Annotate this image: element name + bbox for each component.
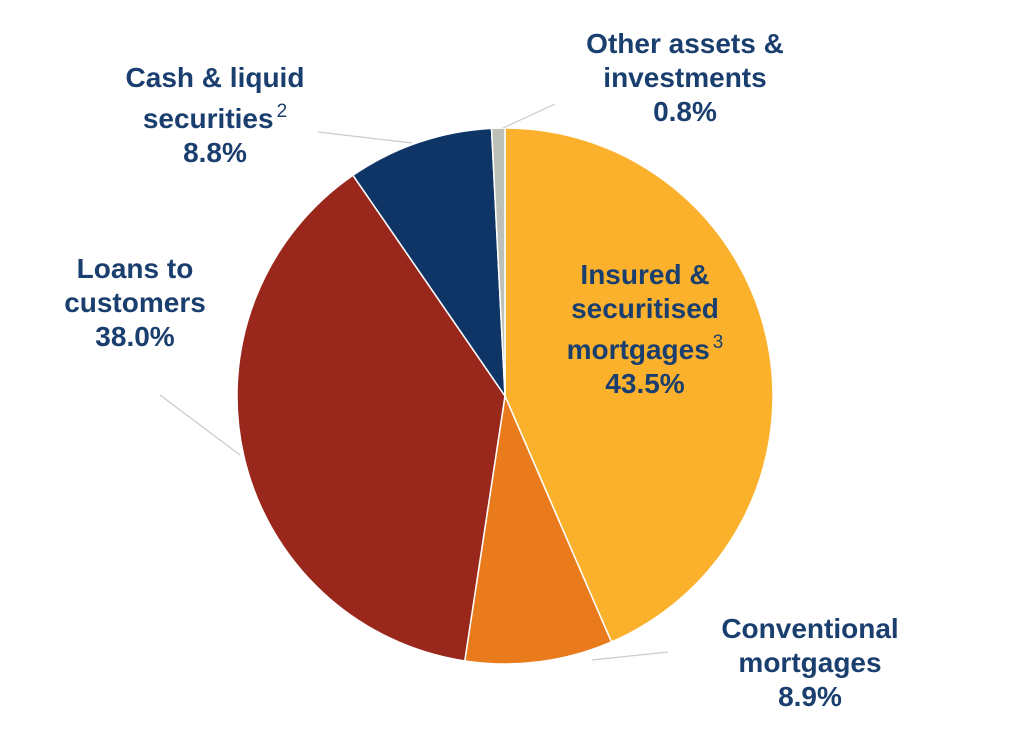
slice-value: 43.5% xyxy=(605,368,685,399)
footnote-marker: 2 xyxy=(276,101,288,122)
pie-slice-cash-liquid-securities xyxy=(351,127,506,399)
leader-line-cash-liquid-securities xyxy=(317,131,413,144)
pie-slice-loans-to-customers xyxy=(236,174,506,662)
slice-label-conventional-mortgages: Conventional mortgages 8.9% xyxy=(690,612,930,714)
slice-label-cash-liquid-securities: Cash & liquid securities 2 8.8% xyxy=(95,61,335,170)
pie-slice-other-assets-investments xyxy=(490,127,506,397)
slice-label-insured-securitised-mortgages: Insured & securitised mortgages 3 43.5% xyxy=(540,258,750,401)
pie-slice-conventional-mortgages xyxy=(463,393,613,665)
leader-line-conventional-mortgages xyxy=(591,651,669,661)
leader-line-other-assets-investments xyxy=(502,103,556,129)
pie-slice-insured-securitised-mortgages xyxy=(504,127,774,643)
slice-label-loans-to-customers: Loans to customers 38.0% xyxy=(35,252,235,354)
slice-value: 8.9% xyxy=(778,681,842,712)
footnote-marker: 3 xyxy=(712,332,724,353)
slice-label-other-assets-investments: Other assets & investments 0.8% xyxy=(545,27,825,129)
slice-value: 38.0% xyxy=(95,321,175,352)
slice-value: 0.8% xyxy=(653,96,717,127)
slice-value: 8.8% xyxy=(183,137,247,168)
leader-line-loans-to-customers xyxy=(159,394,241,456)
